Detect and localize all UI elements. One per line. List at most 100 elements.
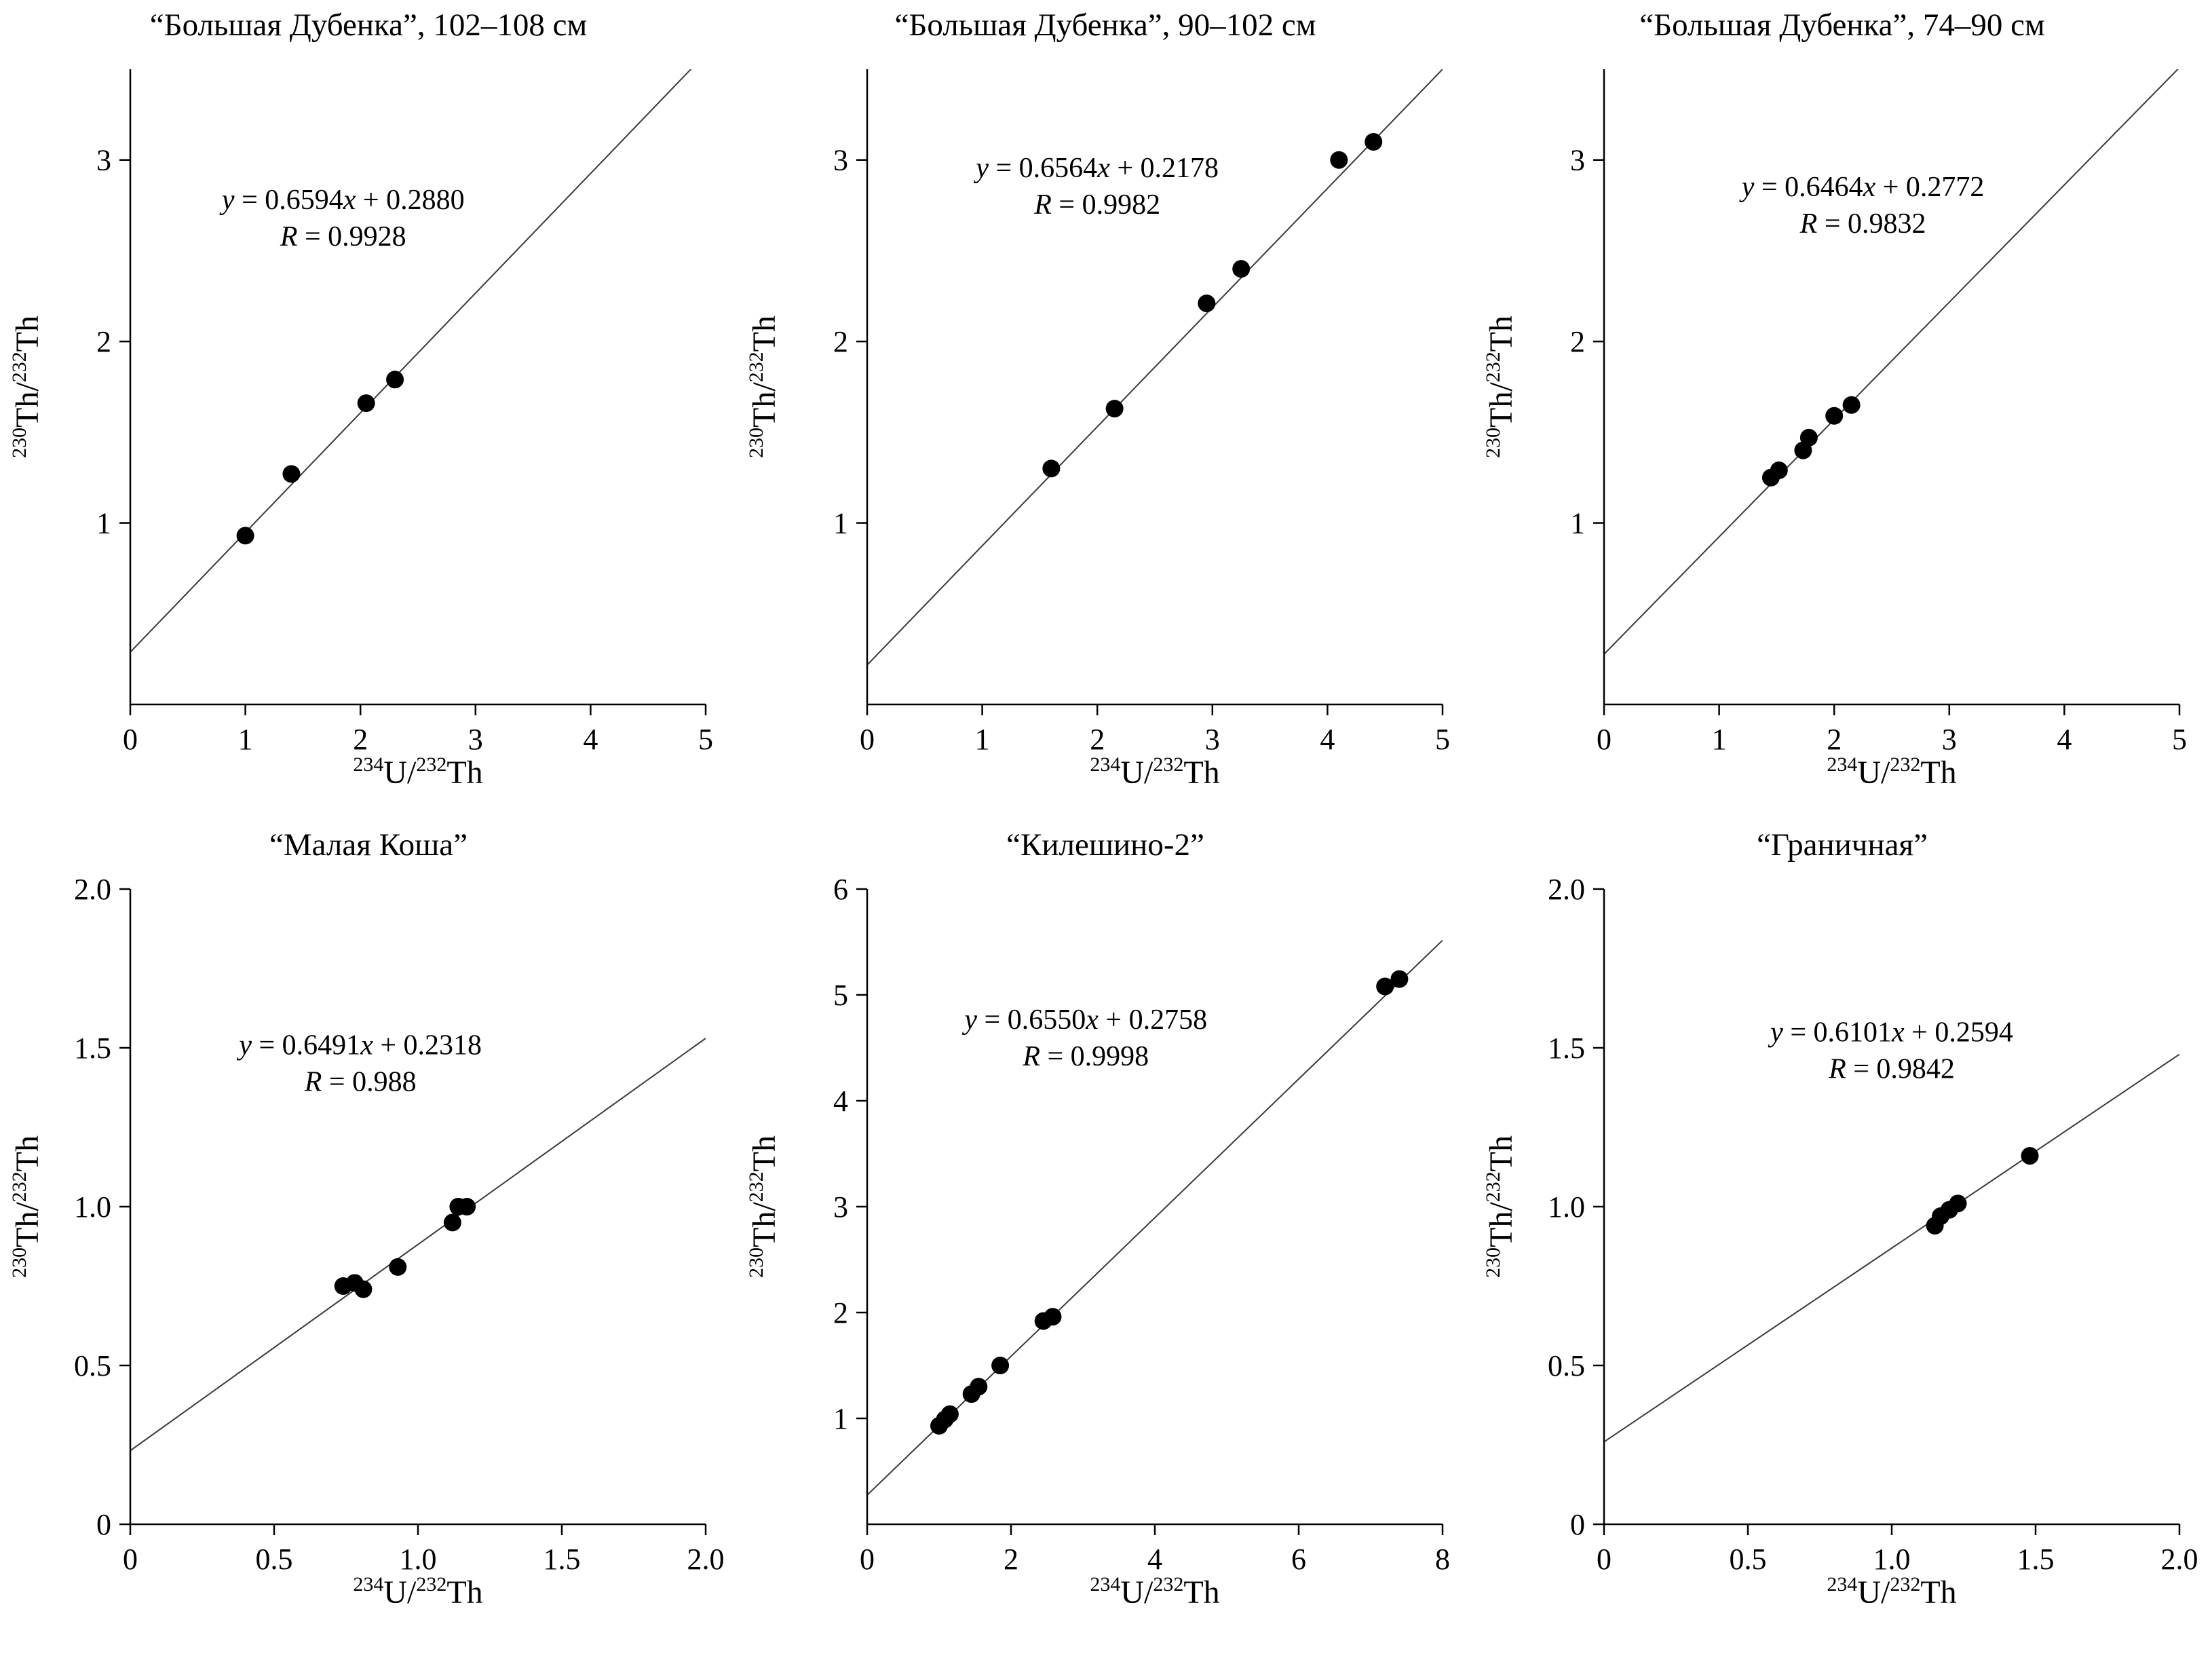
svg-text:234U/232Th: 234U/232Th: [353, 1573, 482, 1610]
svg-text:3: 3: [833, 1190, 848, 1224]
svg-text:1: 1: [96, 507, 111, 540]
svg-text:4: 4: [583, 723, 598, 756]
scatter-plot-svg: 0 0.5 1.0 1.5 2.0 0 0.5 1.0 1.5 2.0 234U/232Th 230T…: [1482, 873, 2198, 1610]
svg-text:8: 8: [1435, 1543, 1450, 1576]
svg-text:R = 0.9928: R = 0.9928: [280, 221, 406, 252]
svg-text:1: 1: [1570, 507, 1585, 540]
svg-text:R = 0.9998: R = 0.9998: [1022, 1041, 1149, 1072]
svg-text:0.5: 0.5: [74, 1349, 111, 1382]
svg-text:y = 0.6550x + 0.2758: y = 0.6550x + 0.2758: [961, 1004, 1207, 1036]
chart-title: “Большая Дубенка”, 90–102 см: [894, 7, 1316, 43]
svg-text:0: 0: [1597, 1543, 1612, 1576]
svg-text:2: 2: [96, 325, 111, 358]
svg-text:2.0: 2.0: [74, 873, 111, 906]
svg-text:234U/232Th: 234U/232Th: [1827, 1573, 1956, 1610]
chart-panel-granichnaya: “Граничная” 0 0.5 1.0 1.5 2.0 0 0.5 1.0 1.5 2.0 23…: [1474, 824, 2211, 1626]
svg-text:234U/232Th: 234U/232Th: [1827, 753, 1956, 791]
svg-text:6: 6: [833, 873, 848, 906]
svg-text:4: 4: [2057, 723, 2072, 756]
svg-text:5: 5: [698, 723, 713, 756]
svg-text:4: 4: [1147, 1543, 1162, 1576]
svg-text:y = 0.6564x + 0.2178: y = 0.6564x + 0.2178: [973, 153, 1219, 184]
svg-text:y = 0.6594x + 0.2880: y = 0.6594x + 0.2880: [219, 185, 465, 216]
svg-text:4: 4: [1320, 723, 1335, 756]
svg-text:0: 0: [123, 1543, 138, 1576]
chart-panel-bolshaya-dubenka-74-90: “Большая Дубенка”, 74–90 см 0 1 2 3 4 5 1 2 3 234…: [1474, 4, 2211, 806]
svg-text:2: 2: [1570, 325, 1585, 358]
svg-text:230Th/232Th: 230Th/232Th: [8, 1135, 45, 1278]
svg-text:1: 1: [833, 1402, 848, 1435]
svg-text:R = 0.988: R = 0.988: [304, 1066, 417, 1097]
svg-text:1.5: 1.5: [1548, 1032, 1585, 1065]
svg-text:1.0: 1.0: [1873, 1543, 1911, 1576]
svg-text:230Th/232Th: 230Th/232Th: [1482, 316, 1519, 458]
svg-text:0.5: 0.5: [1730, 1543, 1767, 1576]
svg-text:1: 1: [238, 723, 253, 756]
svg-text:1: 1: [975, 723, 990, 756]
svg-text:R = 0.9832: R = 0.9832: [1799, 208, 1926, 240]
svg-text:1.0: 1.0: [74, 1190, 111, 1224]
svg-text:230Th/232Th: 230Th/232Th: [1482, 1135, 1519, 1278]
svg-text:3: 3: [1942, 723, 1957, 756]
svg-text:6: 6: [1291, 1543, 1306, 1576]
svg-text:R = 0.9842: R = 0.9842: [1828, 1054, 1955, 1085]
svg-text:5: 5: [833, 979, 848, 1012]
svg-text:234U/232Th: 234U/232Th: [353, 753, 482, 791]
svg-text:y = 0.6491x + 0.2318: y = 0.6491x + 0.2318: [236, 1030, 482, 1061]
svg-text:y = 0.6101x + 0.2594: y = 0.6101x + 0.2594: [1768, 1017, 2013, 1049]
svg-text:1.5: 1.5: [74, 1032, 111, 1065]
svg-text:2.0: 2.0: [2161, 1543, 2198, 1576]
svg-text:2: 2: [1090, 723, 1105, 756]
svg-text:234U/232Th: 234U/232Th: [1090, 753, 1219, 791]
svg-text:0: 0: [1570, 1508, 1585, 1541]
svg-text:4: 4: [833, 1084, 848, 1118]
svg-text:0: 0: [123, 723, 138, 756]
chart-title: “Большая Дубенка”, 102–108 см: [149, 7, 588, 43]
chart-panel-bolshaya-dubenka-90-102: “Большая Дубенка”, 90–102 см 0 1 2 3 4 5 1 2 3 23…: [737, 4, 1474, 806]
svg-text:1: 1: [1712, 723, 1727, 756]
svg-text:230Th/232Th: 230Th/232Th: [745, 1135, 782, 1278]
chart-title: “Малая Коша”: [269, 827, 468, 863]
svg-text:0: 0: [1597, 723, 1612, 756]
svg-text:0.5: 0.5: [1548, 1349, 1585, 1382]
svg-text:2: 2: [353, 723, 368, 756]
svg-text:234U/232Th: 234U/232Th: [1090, 1573, 1219, 1610]
svg-text:1.5: 1.5: [544, 1543, 581, 1576]
svg-text:1.0: 1.0: [400, 1543, 437, 1576]
svg-text:2: 2: [833, 325, 848, 358]
svg-text:2: 2: [833, 1296, 848, 1329]
scatter-plot-svg: 0 2 4 6 8 1 2 3 4 5 6 234U/232Th 230Th/232Th y = 0.65…: [745, 873, 1450, 1610]
svg-text:3: 3: [1570, 144, 1585, 177]
svg-text:2.0: 2.0: [1548, 873, 1585, 906]
svg-text:3: 3: [96, 144, 111, 177]
svg-text:0: 0: [860, 1543, 875, 1576]
svg-text:230Th/232Th: 230Th/232Th: [745, 316, 782, 458]
svg-text:0: 0: [860, 723, 875, 756]
svg-text:5: 5: [1435, 723, 1450, 756]
svg-text:2.0: 2.0: [687, 1543, 725, 1576]
svg-text:1.5: 1.5: [2017, 1543, 2055, 1576]
svg-text:R = 0.9982: R = 0.9982: [1033, 189, 1160, 221]
svg-text:3: 3: [833, 144, 848, 177]
svg-text:3: 3: [1205, 723, 1220, 756]
svg-text:5: 5: [2172, 723, 2187, 756]
chart-panel-malaya-kosha: “Малая Коша” 0 0.5 1.0 1.5 2.0 0 0.5 1.0 1.5 2.0 2…: [0, 824, 737, 1626]
svg-text:230Th/232Th: 230Th/232Th: [8, 316, 45, 458]
svg-text:2: 2: [1004, 1543, 1018, 1576]
svg-text:3: 3: [468, 723, 483, 756]
scatter-plot-svg: 0 0.5 1.0 1.5 2.0 0 0.5 1.0 1.5 2.0 234U/232Th 230T…: [8, 873, 725, 1610]
chart-title: “Граничная”: [1757, 827, 1928, 863]
svg-text:y = 0.6464x + 0.2772: y = 0.6464x + 0.2772: [1739, 172, 1985, 203]
chart-panel-kileshino-2: “Килешино-2” 0 2 4 6 8 1 2 3 4 5 6 234U/232Th 230Th/…: [737, 824, 1474, 1626]
chart-title: “Килешино-2”: [1006, 827, 1204, 863]
svg-text:1: 1: [833, 507, 848, 540]
svg-text:0.5: 0.5: [256, 1543, 293, 1576]
svg-text:0: 0: [96, 1508, 111, 1541]
svg-text:2: 2: [1827, 723, 1842, 756]
chart-title: “Большая Дубенка”, 74–90 см: [1639, 7, 2045, 43]
